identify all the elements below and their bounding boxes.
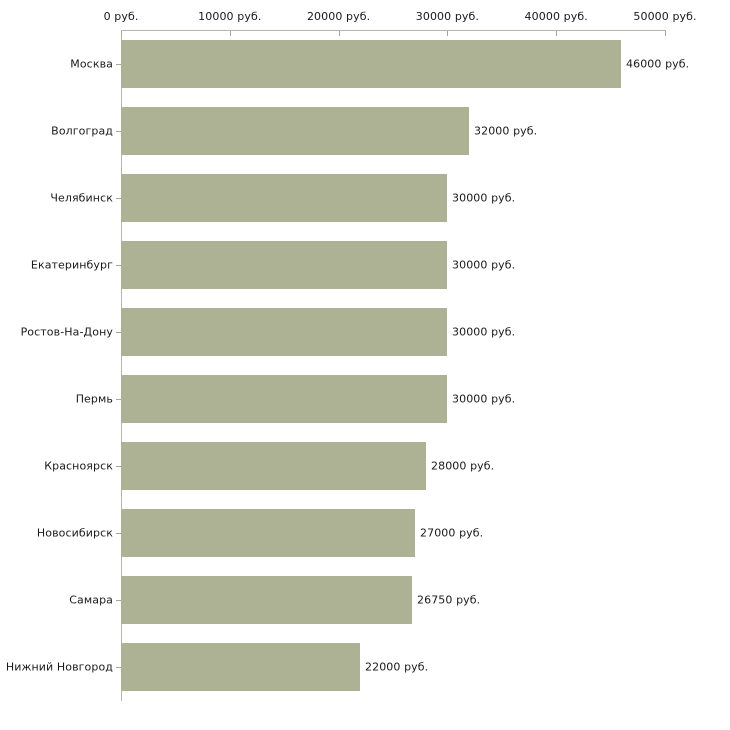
x-axis-line bbox=[121, 30, 666, 31]
category-label: Красноярск bbox=[44, 459, 113, 473]
bar-value-label: 27000 руб. bbox=[420, 526, 484, 540]
bar-value-label: 28000 руб. bbox=[431, 459, 495, 473]
y-axis-tick bbox=[116, 600, 121, 601]
bar[interactable] bbox=[121, 174, 447, 222]
bar-value-label: 32000 руб. bbox=[474, 124, 538, 138]
category-label: Самара bbox=[69, 593, 113, 607]
x-axis-tick bbox=[121, 31, 122, 36]
bar-value-label: 22000 руб. bbox=[365, 660, 429, 674]
x-axis-tick-label: 30000 руб. bbox=[415, 10, 480, 23]
y-axis-tick bbox=[116, 131, 121, 132]
y-axis-tick bbox=[116, 667, 121, 668]
x-axis-tick bbox=[338, 31, 340, 36]
bar[interactable] bbox=[121, 643, 360, 691]
bar[interactable] bbox=[121, 40, 621, 88]
y-axis-tick bbox=[116, 265, 121, 266]
x-axis-tick-label: 10000 руб. bbox=[198, 10, 262, 23]
y-axis-tick bbox=[116, 198, 121, 199]
x-axis-tick bbox=[556, 31, 558, 36]
bar[interactable] bbox=[121, 107, 469, 155]
bar-value-label: 46000 руб. bbox=[626, 57, 690, 71]
y-axis-tick bbox=[116, 332, 121, 333]
category-label: Новосибирск bbox=[36, 526, 113, 540]
x-axis-tick-label: 40000 руб. bbox=[524, 10, 588, 23]
bar-value-label: 30000 руб. bbox=[452, 392, 516, 406]
category-label: Екатеринбург bbox=[30, 258, 113, 272]
y-axis-tick bbox=[116, 466, 121, 467]
category-label: Ростов-На-Дону bbox=[20, 325, 113, 339]
x-axis-tick bbox=[665, 31, 666, 36]
bar[interactable] bbox=[121, 576, 412, 624]
bar[interactable] bbox=[121, 442, 426, 490]
bar-value-label: 30000 руб. bbox=[452, 325, 516, 339]
x-axis-tick-label: 50000 руб. bbox=[633, 10, 697, 23]
x-axis-tick bbox=[447, 31, 449, 36]
category-label: Волгоград bbox=[51, 124, 113, 138]
y-axis-tick bbox=[116, 64, 121, 65]
x-axis-tick bbox=[229, 31, 231, 36]
y-axis-tick bbox=[116, 399, 121, 400]
category-label: Москва bbox=[70, 57, 113, 71]
category-label: Нижний Новгород bbox=[5, 660, 113, 674]
bar-value-label: 30000 руб. bbox=[452, 191, 516, 205]
bar-value-label: 30000 руб. bbox=[452, 258, 516, 272]
bar[interactable] bbox=[121, 375, 447, 423]
category-label: Челябинск bbox=[50, 191, 113, 205]
bar-value-label: 26750 руб. bbox=[417, 593, 481, 607]
x-axis-tick-label: 20000 руб. bbox=[306, 10, 371, 23]
category-label: Пермь bbox=[75, 392, 113, 406]
x-axis-tick-label: 0 руб. bbox=[103, 10, 139, 23]
bar[interactable] bbox=[121, 509, 415, 557]
y-axis-tick bbox=[116, 533, 121, 534]
bar[interactable] bbox=[121, 241, 447, 289]
y-axis-line bbox=[121, 30, 122, 701]
bar[interactable] bbox=[121, 308, 447, 356]
